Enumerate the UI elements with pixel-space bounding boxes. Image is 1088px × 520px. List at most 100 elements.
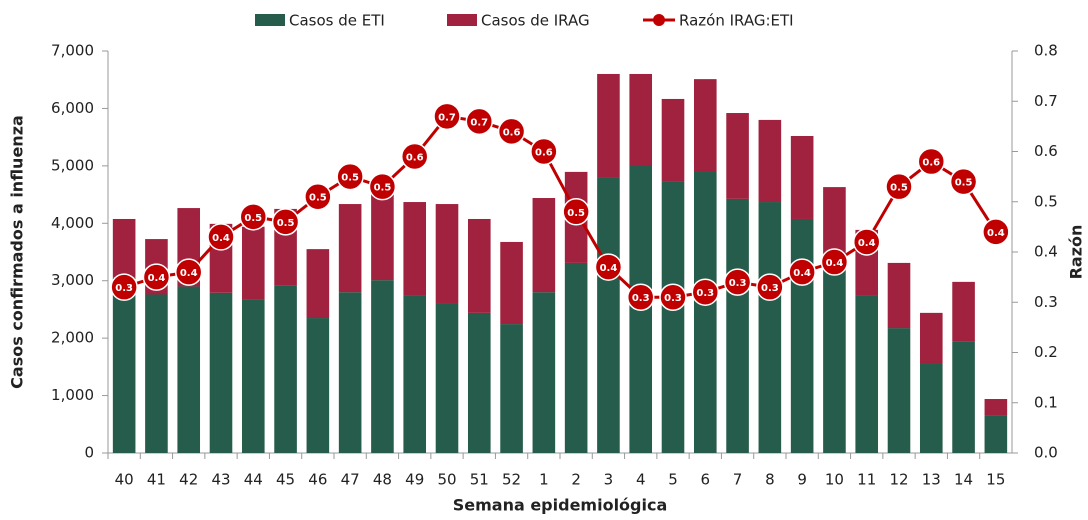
x-tick-label: 3 — [604, 471, 614, 489]
x-tick-label: 6 — [701, 471, 711, 489]
x-tick-label: 47 — [341, 471, 360, 489]
x-tick-label: 46 — [308, 471, 327, 489]
data-label: 0.4 — [858, 238, 876, 249]
bar-segment — [952, 341, 975, 453]
bar-segment — [726, 113, 749, 199]
data-label: 0.4 — [148, 273, 166, 284]
bar-segment — [855, 295, 879, 453]
data-label: 0.4 — [793, 268, 811, 279]
ratio-marker — [336, 162, 364, 191]
bar-segment — [823, 187, 846, 261]
bar-segment — [467, 312, 491, 453]
legend-marker — [653, 14, 665, 26]
bar-segment — [145, 294, 168, 453]
x-tick-label: 12 — [889, 471, 908, 489]
bar-segment — [597, 177, 620, 453]
ratio-marker — [304, 182, 332, 211]
data-label: 0.5 — [890, 183, 908, 194]
x-tick-label: 15 — [986, 471, 1005, 489]
data-label: 0.7 — [438, 112, 456, 123]
x-tick-label: 51 — [470, 471, 489, 489]
bar-segment — [823, 260, 846, 453]
y2-tick-label: 0.1 — [1034, 393, 1058, 411]
y-tick-label: 1,000 — [51, 386, 94, 404]
y2-tick-label: 0.5 — [1034, 192, 1058, 210]
data-label: 0.4 — [987, 228, 1005, 239]
data-label: 0.3 — [632, 293, 650, 304]
data-label: 0.3 — [664, 293, 682, 304]
y2-tick-label: 0.6 — [1034, 142, 1058, 160]
data-label: 0.5 — [277, 218, 295, 229]
ratio-marker — [174, 258, 203, 286]
ratio-marker — [368, 172, 397, 201]
x-axis-title: Semana epidemiológica — [453, 496, 668, 515]
ratio-marker — [497, 117, 526, 146]
ratio-marker — [142, 263, 171, 291]
data-label: 0.4 — [826, 258, 844, 269]
bar-segment — [467, 218, 491, 313]
y2-tick-label: 0.4 — [1034, 243, 1058, 261]
bar-segment — [500, 324, 523, 453]
x-tick-label: 45 — [276, 471, 295, 489]
ratio-marker — [433, 102, 461, 131]
bar-segment — [338, 292, 362, 453]
bar-segment — [564, 262, 588, 453]
bar-segment — [661, 98, 685, 182]
y-tick-label: 5,000 — [51, 156, 94, 174]
y2-tick-label: 0.3 — [1034, 293, 1058, 311]
x-tick-label: 11 — [857, 471, 876, 489]
bar-segment — [919, 363, 943, 453]
bar-segment — [693, 79, 717, 172]
ratio-marker — [756, 273, 784, 301]
legend-swatch — [447, 14, 477, 26]
bar-segment — [693, 171, 717, 454]
x-tick-label: 42 — [179, 471, 198, 489]
bar-segment — [500, 241, 523, 325]
ratio-marker — [820, 248, 849, 276]
data-label: 0.5 — [341, 173, 359, 184]
y-tick-label: 3,000 — [51, 271, 94, 289]
ratio-marker — [723, 268, 752, 296]
ratio-marker — [110, 273, 138, 301]
bar-segment — [306, 318, 330, 453]
legend-swatch — [255, 14, 285, 26]
ratio-marker — [852, 228, 881, 256]
x-tick-label: 44 — [244, 471, 263, 489]
x-tick-label: 14 — [954, 471, 973, 489]
y2-axis-title: Razón — [1067, 225, 1086, 280]
bar-segment — [532, 292, 556, 453]
ratio-marker — [207, 223, 235, 251]
x-tick-label: 4 — [636, 471, 646, 489]
x-tick-label: 13 — [922, 471, 941, 489]
bar-segment — [790, 135, 814, 219]
x-tick-label: 1 — [539, 471, 549, 489]
bar-segment — [532, 198, 556, 293]
ratio-marker — [400, 142, 429, 171]
data-label: 0.6 — [503, 127, 521, 138]
bar-segment — [338, 204, 362, 293]
bar-segment — [371, 280, 394, 453]
ratio-marker — [562, 198, 590, 226]
data-label: 0.6 — [535, 148, 553, 159]
data-label: 0.4 — [600, 263, 618, 274]
data-label: 0.5 — [567, 208, 585, 219]
x-tick-label: 43 — [211, 471, 230, 489]
bar-segment — [209, 292, 233, 453]
x-tick-label: 10 — [825, 471, 844, 489]
bar-segment — [661, 181, 685, 453]
data-label: 0.3 — [115, 283, 133, 294]
data-label: 0.3 — [761, 283, 779, 294]
ratio-marker — [239, 203, 268, 231]
bar-segment — [758, 202, 782, 453]
data-label: 0.5 — [955, 178, 973, 189]
bar-segment — [758, 119, 782, 203]
data-label: 0.7 — [470, 117, 488, 128]
ratio-marker — [594, 253, 623, 281]
y2-tick-label: 0.2 — [1034, 343, 1058, 361]
bar-segment — [177, 286, 201, 453]
y-tick-label: 2,000 — [51, 329, 94, 347]
ratio-marker — [530, 137, 558, 166]
data-label: 0.6 — [406, 153, 424, 164]
ratio-marker — [465, 107, 494, 136]
bar-segment — [726, 198, 749, 453]
